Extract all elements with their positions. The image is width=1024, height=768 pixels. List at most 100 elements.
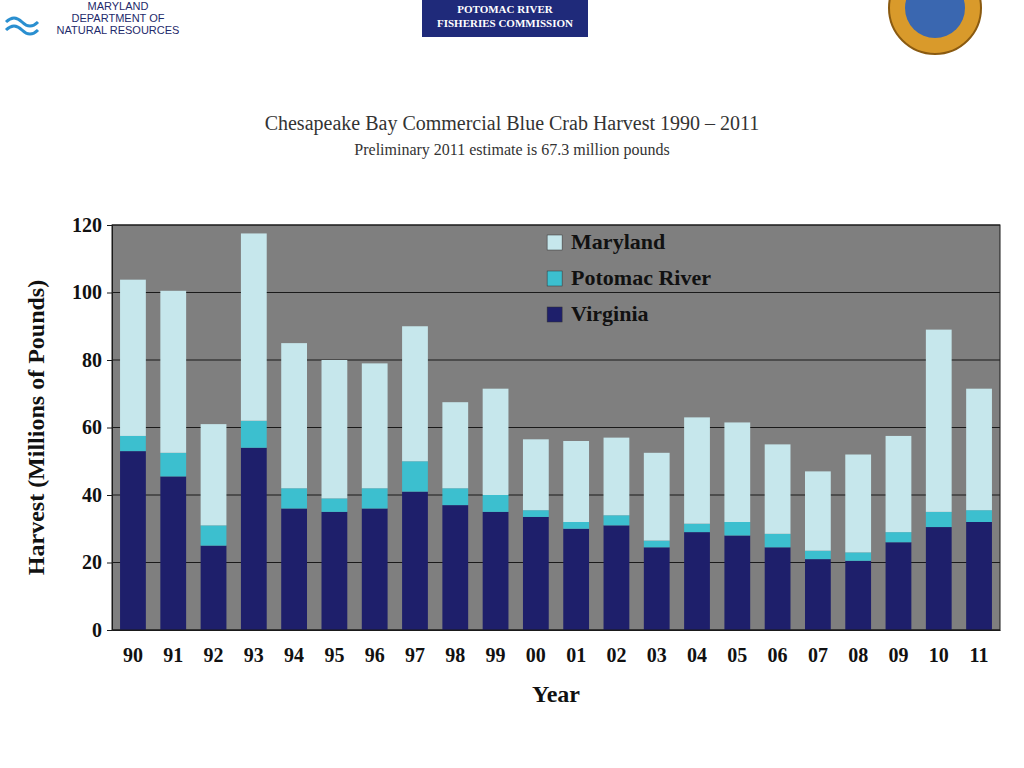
x-tick: 09 — [888, 630, 908, 666]
bar — [684, 532, 710, 630]
y-tick-mark — [107, 293, 112, 294]
bar — [966, 389, 992, 511]
bar — [724, 522, 750, 536]
y-tick: 20 — [82, 551, 112, 573]
bar — [966, 510, 992, 522]
bar — [483, 495, 509, 512]
bar — [523, 510, 549, 517]
x-tick-label: 01 — [566, 644, 586, 666]
y-tick: 100 — [72, 281, 112, 303]
badge-inner — [905, 0, 965, 38]
bar — [483, 512, 509, 630]
bar — [201, 525, 227, 545]
y-tick-label: 100 — [72, 281, 102, 303]
x-tick-label: 95 — [324, 644, 344, 666]
bar — [322, 498, 348, 512]
bar — [845, 552, 871, 560]
y-axis: 020406080100120 — [72, 214, 113, 641]
y-tick-mark — [107, 495, 112, 496]
bar — [442, 505, 468, 630]
legend-swatch — [547, 307, 562, 322]
bar — [241, 233, 267, 420]
x-tick-label: 97 — [405, 644, 425, 666]
header-text: FISHERIES COMMISSION — [437, 17, 573, 29]
logo-icon — [6, 18, 38, 34]
x-tick: 93 — [244, 630, 264, 666]
header-text: DEPARTMENT OF — [72, 12, 165, 24]
bar — [523, 517, 549, 630]
y-tick-mark — [107, 630, 112, 631]
x-tick: 04 — [687, 630, 707, 666]
bar — [362, 363, 388, 488]
bar — [563, 522, 589, 529]
bar — [926, 330, 952, 512]
bar — [644, 453, 670, 541]
header-text: POTOMAC RIVER — [457, 3, 553, 15]
x-tick: 92 — [204, 630, 224, 666]
bar — [724, 536, 750, 631]
bar — [724, 422, 750, 522]
x-tick: 91 — [163, 630, 183, 666]
y-tick-label: 60 — [82, 416, 102, 438]
bar — [362, 509, 388, 631]
x-tick-label: 98 — [445, 644, 465, 666]
x-tick: 07 — [808, 630, 828, 666]
bar — [241, 448, 267, 630]
x-tick: 11 — [970, 630, 989, 666]
y-tick-mark — [107, 360, 112, 361]
x-tick-label: 04 — [687, 644, 707, 666]
grid — [112, 225, 1000, 630]
bar — [966, 522, 992, 630]
x-tick: 95 — [324, 630, 344, 666]
bar — [805, 559, 831, 630]
bar — [805, 471, 831, 550]
bar — [523, 439, 549, 510]
y-axis-title: Harvest (Millions of Pounds) — [23, 280, 49, 575]
bar — [886, 542, 912, 630]
x-tick-label: 08 — [848, 644, 868, 666]
series-bars — [120, 421, 992, 561]
x-tick: 03 — [647, 630, 667, 666]
bar — [563, 441, 589, 522]
x-tick-label: 10 — [929, 644, 949, 666]
x-tick-label: 06 — [768, 644, 788, 666]
x-tick-label: 11 — [970, 644, 989, 666]
x-tick-label: 93 — [244, 644, 264, 666]
x-tick: 99 — [486, 630, 506, 666]
header-text: MARYLAND — [88, 0, 149, 12]
x-tick: 94 — [284, 630, 304, 666]
legend-label: Virginia — [571, 301, 648, 326]
y-axis-line — [107, 226, 113, 631]
plot-background — [112, 225, 1000, 630]
bar — [926, 527, 952, 630]
bar — [402, 461, 428, 491]
bars — [120, 233, 992, 630]
x-tick: 90 — [123, 630, 143, 666]
x-tick-label: 96 — [365, 644, 385, 666]
bar — [563, 529, 589, 630]
bar — [120, 436, 146, 451]
bar — [926, 512, 952, 527]
x-tick-label: 02 — [606, 644, 626, 666]
x-tick-label: 92 — [204, 644, 224, 666]
y-tick: 120 — [72, 214, 112, 236]
bar — [886, 532, 912, 542]
y-tick-label: 20 — [82, 551, 102, 573]
legend-swatch — [547, 235, 562, 250]
x-tick: 00 — [526, 630, 546, 666]
bar — [644, 547, 670, 630]
x-tick-label: 94 — [284, 644, 304, 666]
header: MARYLANDDEPARTMENT OFNATURAL RESOURCESPO… — [6, 0, 981, 54]
y-tick-label: 80 — [82, 349, 102, 371]
bar — [442, 402, 468, 488]
bar — [281, 488, 307, 508]
bar — [604, 525, 630, 630]
y-tick: 80 — [82, 349, 112, 371]
series-bars — [120, 233, 992, 552]
bar — [322, 512, 348, 630]
bar — [281, 509, 307, 631]
plot-frame — [112, 225, 1000, 630]
y-tick-mark — [107, 428, 112, 429]
x-tick: 02 — [606, 630, 626, 666]
bar — [241, 421, 267, 448]
